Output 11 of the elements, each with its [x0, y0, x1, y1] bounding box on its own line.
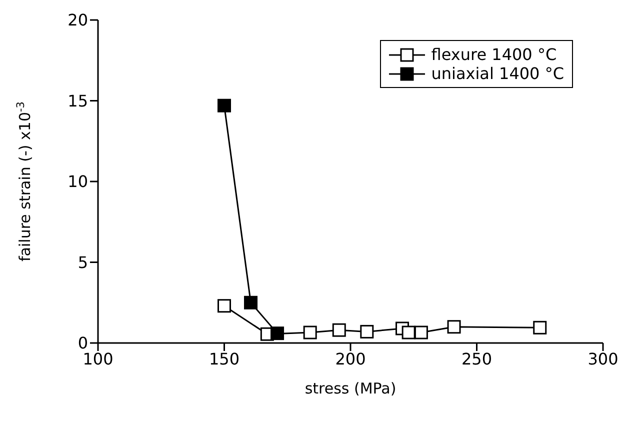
x-tick-label: 300 [588, 349, 618, 368]
x-axis-title: stress (MPa) [304, 380, 396, 398]
x-tick-label: 150 [208, 349, 240, 368]
x-tick-label: 200 [335, 349, 366, 368]
x-tick-label: 250 [461, 349, 492, 368]
y-tick-label: 5 [78, 252, 88, 272]
legend-label: uniaxial 1400 °C [431, 64, 564, 83]
y-tick-label: 15 [68, 91, 88, 110]
y-tick-label: 10 [68, 172, 88, 192]
y-tick-label: 20 [68, 10, 88, 30]
legend-label: flexure 1400 °C [431, 45, 557, 64]
